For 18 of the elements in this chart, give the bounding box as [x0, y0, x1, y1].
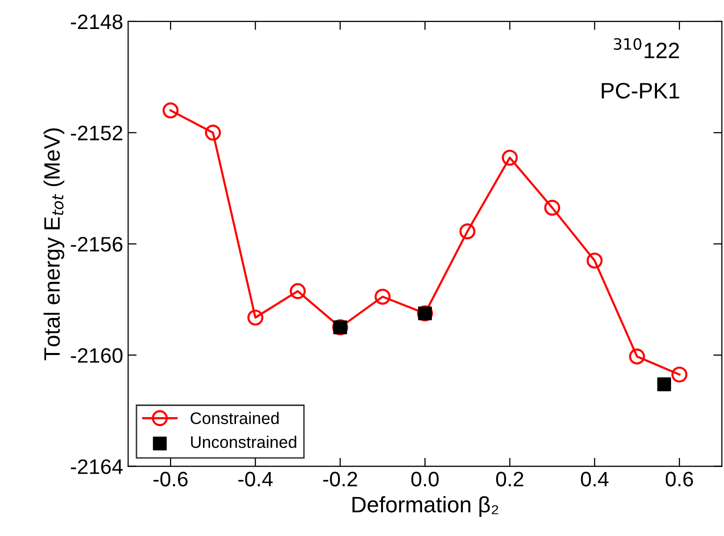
y-tick-label: -2152	[70, 126, 122, 140]
x-tick-label: 0.0	[411, 472, 439, 486]
annotation: PC-PK1	[602, 82, 680, 99]
legend-label: Unconstrained	[191, 436, 296, 448]
x-tick-label: 0.6	[666, 472, 693, 486]
x-tick-label: -0.6	[154, 472, 188, 486]
legend-label: Constrained	[190, 412, 279, 424]
x-tick-label: 0.4	[580, 472, 608, 486]
y-axis-title: Total energy E$_{tot}$ (MeV)	[44, 128, 64, 360]
x-tick-label: 0.2	[496, 472, 524, 486]
x-axis-title: Deformation β₂	[352, 496, 498, 517]
y-tick-label: -2156	[70, 236, 122, 252]
y-tick-label: -2164	[70, 459, 123, 474]
annotation: $^{310}$122	[614, 38, 679, 58]
x-tick-label: -0.2	[323, 472, 358, 486]
y-tick-label: -2160	[70, 348, 122, 363]
y-tick-label: -2148	[70, 14, 122, 30]
x-tick-label: -0.4	[238, 472, 273, 486]
